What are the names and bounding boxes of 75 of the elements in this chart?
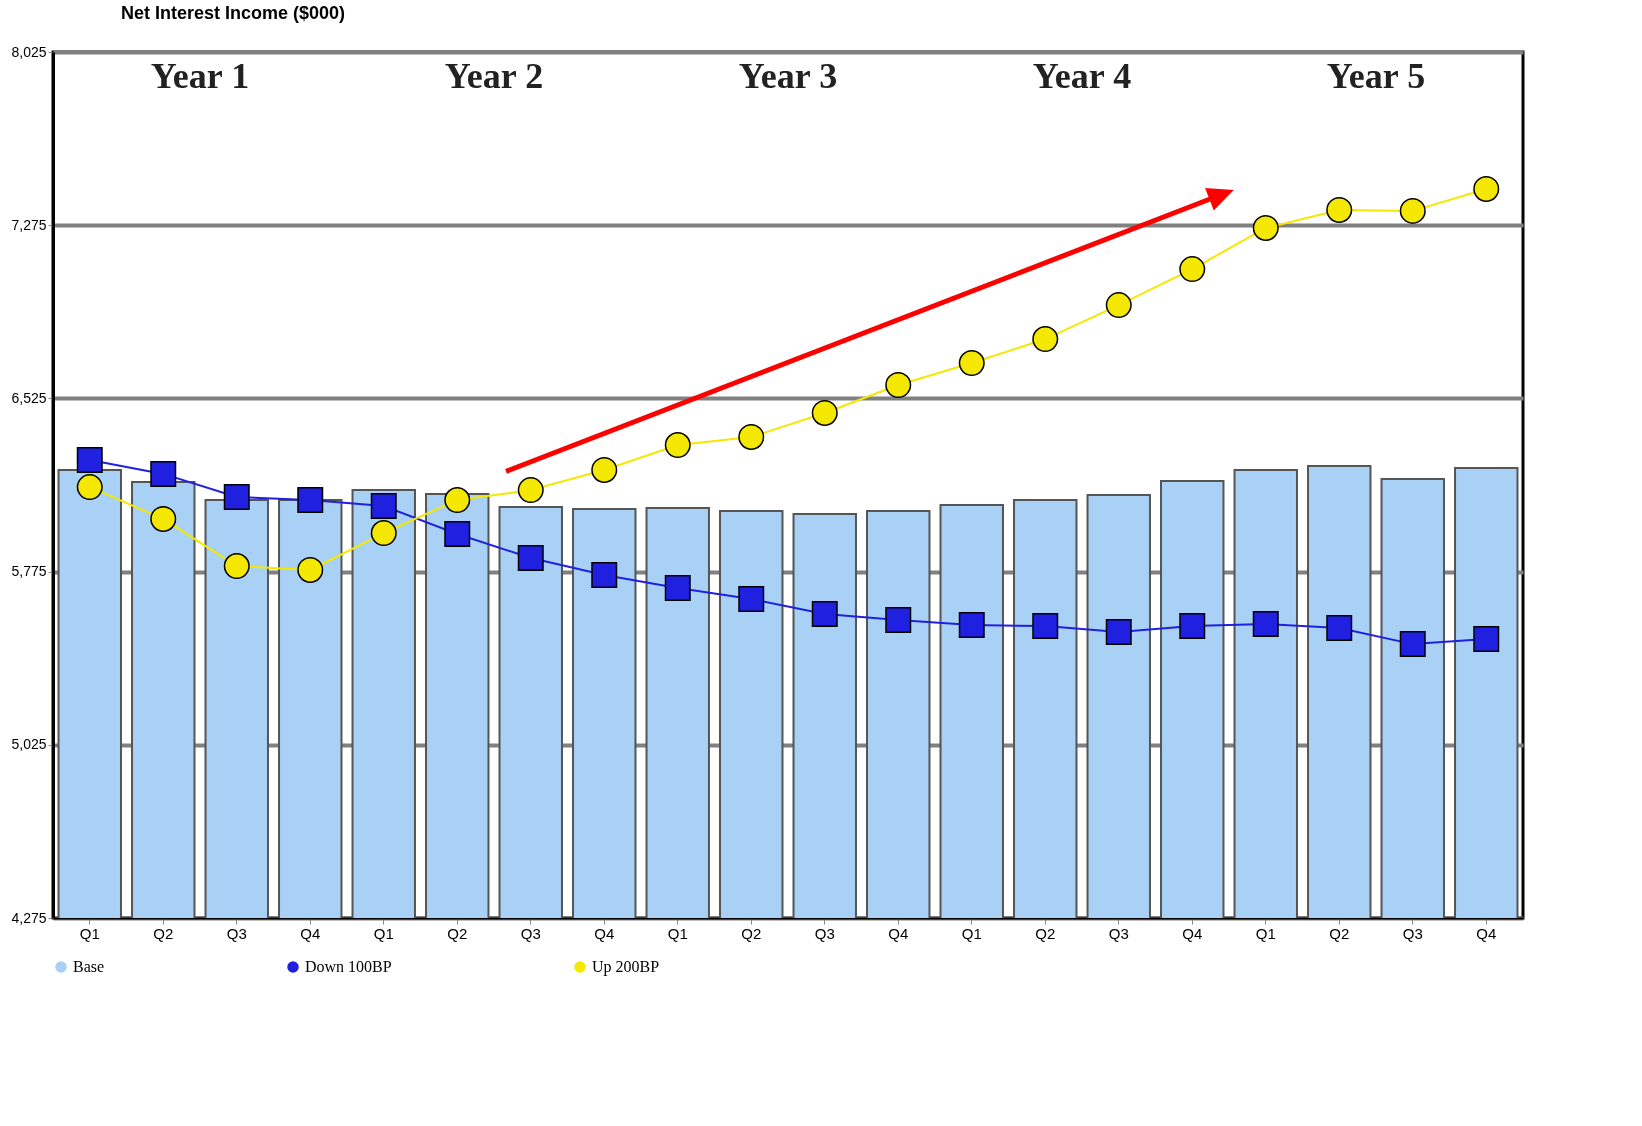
point [664, 432, 691, 459]
point [591, 562, 618, 589]
x-tick-label: Q3 [1402, 924, 1423, 942]
point [150, 505, 177, 532]
point [223, 553, 250, 580]
point [958, 611, 985, 638]
x-tick-label: Q1 [79, 924, 100, 942]
point [297, 557, 324, 583]
point [738, 586, 765, 613]
x-tick-label: Q3 [226, 924, 247, 942]
point [1032, 613, 1059, 640]
point [517, 477, 544, 504]
x-tick-label: Q3 [520, 924, 541, 942]
point [297, 487, 324, 514]
point [1252, 611, 1279, 638]
point [444, 520, 471, 547]
point [1326, 614, 1353, 641]
y-tick-label: 8,025 [11, 43, 47, 60]
annotation: Year 1 [150, 56, 250, 96]
x-tick-label: Q4 [300, 924, 321, 942]
point [1473, 626, 1500, 653]
point [1326, 196, 1353, 223]
point [1252, 215, 1279, 241]
annotation: Year 4 [1032, 56, 1132, 96]
x-tick-label: Q1 [667, 924, 688, 942]
point [811, 399, 838, 426]
point [664, 575, 691, 601]
x-tick-label: Q4 [1476, 924, 1497, 942]
point [738, 423, 765, 450]
x-tick-label: Q1 [961, 924, 982, 942]
point [76, 447, 103, 474]
point [1105, 292, 1132, 319]
point [885, 372, 912, 398]
point [444, 487, 471, 513]
point [1032, 326, 1059, 353]
y-tick-label: 5,775 [11, 563, 47, 580]
x-tick-label: Q2 [1035, 924, 1056, 942]
point [517, 544, 544, 571]
point [1179, 256, 1206, 283]
point [150, 460, 177, 487]
chart-title: Net Interest Income ($000) [120, 3, 346, 23]
x-tick-label: Q3 [814, 924, 835, 942]
x-tick-label: Q1 [373, 924, 394, 942]
legend-label: Base [73, 958, 105, 975]
x-tick-label: Q1 [1255, 924, 1276, 942]
x-tick-label: Q2 [1329, 924, 1350, 942]
point [223, 484, 250, 511]
y-tick-label: 4,275 [11, 909, 47, 926]
annotation: Year 5 [1326, 56, 1426, 96]
x-tick-label: Q4 [594, 924, 615, 942]
point [370, 493, 397, 520]
legend-label: Up 200BP [592, 958, 660, 976]
annotation: Year 3 [738, 56, 838, 96]
x-tick-label: Q4 [1182, 924, 1203, 942]
y-tick-label: 5,025 [11, 736, 47, 753]
point [76, 474, 103, 501]
x-tick-label: Q4 [888, 924, 909, 942]
point [1179, 613, 1206, 640]
x-tick-label: Q2 [153, 924, 174, 942]
x-tick-label: Q3 [1108, 924, 1129, 942]
x-tick-label: Q2 [447, 924, 468, 942]
point [1105, 619, 1132, 646]
point [1473, 175, 1500, 202]
point [370, 520, 397, 547]
legend-label: Down 100BP [305, 958, 392, 975]
point [591, 457, 618, 483]
point [811, 601, 838, 628]
annotation: Year 2 [444, 56, 544, 96]
y-tick-label: 7,275 [11, 216, 47, 233]
point [1399, 197, 1426, 224]
point [958, 350, 985, 377]
point [1399, 631, 1426, 658]
y-tick-label: 6,525 [11, 389, 47, 406]
x-tick-label: Q2 [741, 924, 762, 942]
point [885, 607, 912, 634]
